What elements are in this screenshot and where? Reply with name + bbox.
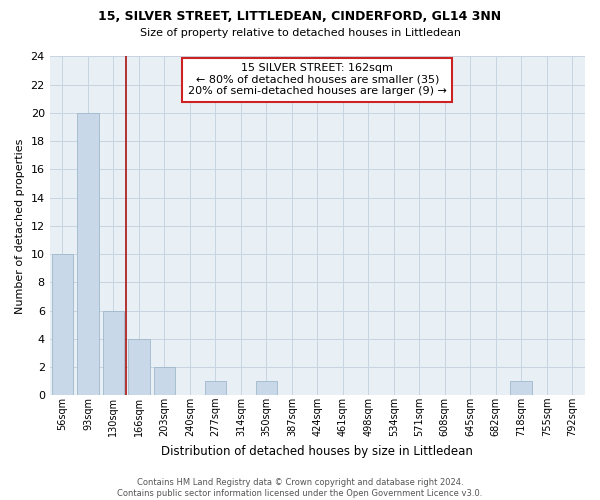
Bar: [52, 254, 73, 396]
Text: Contains HM Land Registry data © Crown copyright and database right 2024.
Contai: Contains HM Land Registry data © Crown c…: [118, 478, 482, 498]
Bar: [511, 381, 532, 396]
Bar: [128, 339, 150, 396]
Y-axis label: Number of detached properties: Number of detached properties: [15, 138, 25, 314]
Text: Size of property relative to detached houses in Littledean: Size of property relative to detached ho…: [139, 28, 461, 38]
Bar: [77, 113, 99, 396]
Text: 15 SILVER STREET: 162sqm
← 80% of detached houses are smaller (35)
20% of semi-d: 15 SILVER STREET: 162sqm ← 80% of detach…: [188, 64, 447, 96]
Bar: [103, 310, 124, 396]
Bar: [256, 381, 277, 396]
Bar: [205, 381, 226, 396]
Bar: [154, 367, 175, 396]
X-axis label: Distribution of detached houses by size in Littledean: Distribution of detached houses by size …: [161, 444, 473, 458]
Text: 15, SILVER STREET, LITTLEDEAN, CINDERFORD, GL14 3NN: 15, SILVER STREET, LITTLEDEAN, CINDERFOR…: [98, 10, 502, 23]
